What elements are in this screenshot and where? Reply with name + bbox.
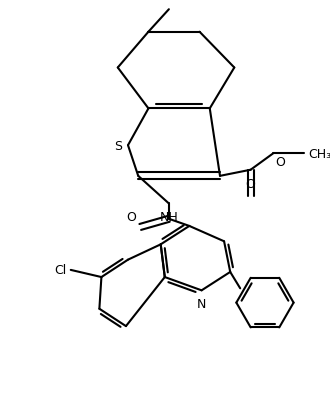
Text: NH: NH xyxy=(159,210,178,223)
Text: S: S xyxy=(114,139,122,152)
Text: O: O xyxy=(246,178,256,191)
Text: Cl: Cl xyxy=(54,264,67,277)
Text: N: N xyxy=(197,298,206,311)
Text: O: O xyxy=(126,210,136,223)
Text: CH₃: CH₃ xyxy=(308,147,330,161)
Text: O: O xyxy=(275,156,285,169)
